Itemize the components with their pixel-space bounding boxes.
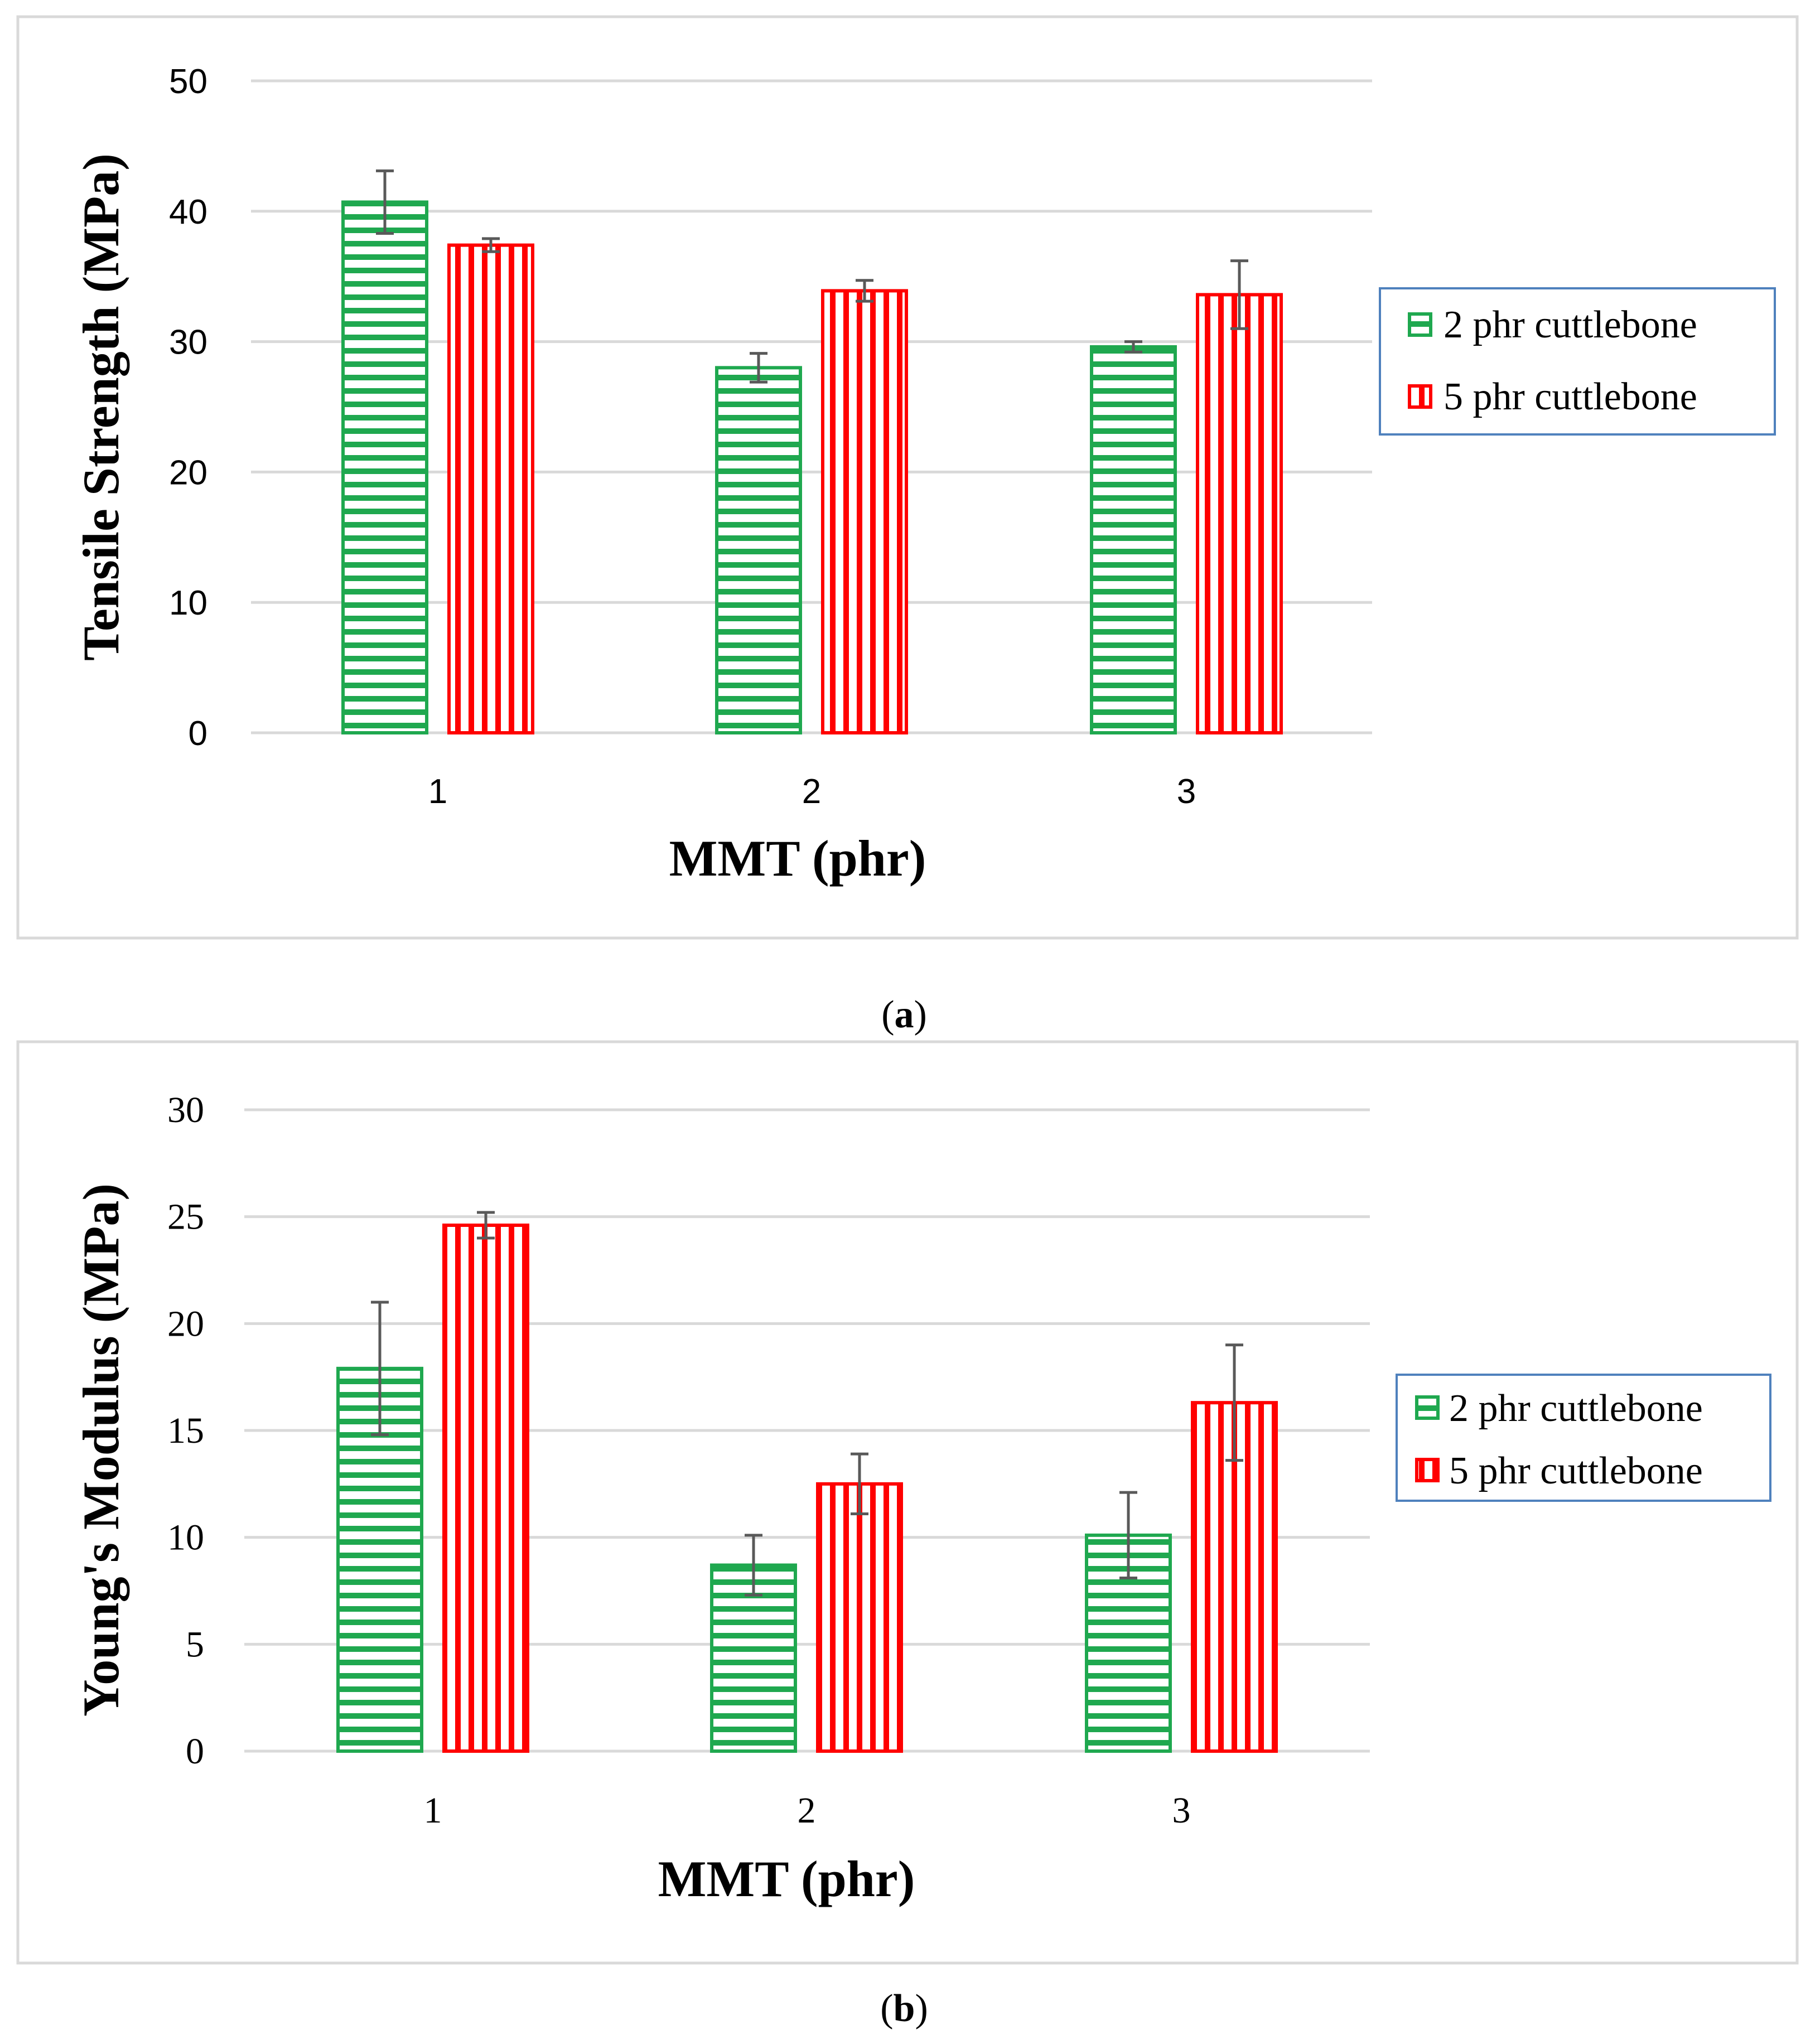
- chart-b-legend-label-5phr: 5 phr cuttlebone: [1449, 1449, 1703, 1492]
- chart-a-y-tick-label: 50: [169, 62, 207, 101]
- chart-a-error-bars: [376, 169, 1248, 384]
- chart-a-bar-2phr-mmt-3: [1090, 345, 1177, 734]
- chart-b-bar-5phr-mmt-2: [816, 1482, 903, 1753]
- chart-a-legend-box: [1379, 287, 1776, 436]
- chart-a-y-tick-label: 0: [189, 714, 207, 753]
- chart-a-legend: 2 phr cuttlebone 5 phr cuttlebone: [1379, 287, 1776, 436]
- chart-a-error-bar: [750, 352, 767, 384]
- chart-b-frame: [16, 1040, 1799, 1965]
- caption-a: (a): [881, 993, 927, 1036]
- chart-a-gridlines: [251, 79, 1372, 734]
- chart-a-bars: [341, 200, 1283, 734]
- chart-a-x-tick-label: 2: [802, 772, 821, 811]
- chart-b-y-tick-label: 5: [186, 1624, 204, 1665]
- chart-b-y-ticks: 0 5 10 15 20 25 30: [167, 1090, 204, 1772]
- chart-a-error-bar: [376, 169, 394, 235]
- chart-b-y-tick-label: 10: [167, 1517, 204, 1558]
- chart-b-error-bar: [477, 1211, 495, 1240]
- chart-b-bar-5phr-mmt-1: [442, 1224, 529, 1753]
- chart-b-legend-box: [1396, 1374, 1771, 1502]
- chart-a-y-tick-label: 20: [169, 453, 207, 492]
- chart-a-x-tick-label: 1: [428, 772, 447, 811]
- chart-a-error-bar: [1124, 340, 1142, 354]
- chart-b-x-ticks: 1 2 3: [424, 1790, 1191, 1831]
- chart-a-y-ticks: 0 10 20 30 40 50: [169, 62, 207, 753]
- chart-b-error-bar: [851, 1452, 868, 1515]
- chart-a-y-tick-label: 30: [169, 323, 207, 362]
- chart-b-y-tick-label: 20: [167, 1303, 204, 1344]
- chart-a-bar-2phr-mmt-2: [715, 366, 802, 734]
- chart-a-y-tick-label: 10: [169, 584, 207, 622]
- chart-a-bar-5phr-mmt-3: [1196, 293, 1283, 734]
- chart-b-x-axis-title: MMT (phr): [658, 1850, 915, 1907]
- chart-b-y-tick-label: 15: [167, 1410, 204, 1451]
- chart-a-y-tick-label: 40: [169, 193, 207, 231]
- chart-a-error-bar: [1230, 259, 1248, 330]
- chart-b-legend: 2 phr cuttlebone 5 phr cuttlebone: [1396, 1374, 1771, 1502]
- chart-b-x-tick-label: 3: [1172, 1790, 1191, 1831]
- chart-b-y-tick-label: 0: [186, 1731, 204, 1772]
- chart-b-x-tick-label: 1: [424, 1790, 442, 1831]
- chart-b-error-bar: [1225, 1343, 1243, 1462]
- chart-a-x-ticks: 1 2 3: [428, 772, 1196, 811]
- chart-b-error-bar: [1119, 1491, 1137, 1579]
- tensile-strength-chart: 0 10 20 30 40 50 1 2 3 MMT (phr) Tensile Streng…: [16, 15, 1799, 940]
- chart-b-y-tick-label: 25: [167, 1197, 204, 1238]
- chart-b-bar-5phr-mmt-3: [1191, 1401, 1278, 1753]
- chart-b-error-bars: [371, 1211, 1243, 1597]
- chart-b-gridlines: [244, 1108, 1370, 1753]
- chart-b-legend-label-2phr: 2 phr cuttlebone: [1449, 1387, 1703, 1430]
- chart-b-y-tick-label: 30: [167, 1090, 204, 1130]
- chart-a-error-bar: [482, 237, 500, 253]
- chart-a-bar-5phr-mmt-2: [821, 289, 908, 734]
- chart-a-legend-label-5phr: 5 phr cuttlebone: [1444, 375, 1697, 418]
- chart-b-x-tick-label: 2: [798, 1790, 816, 1831]
- caption-b: (b): [880, 1987, 928, 2030]
- chart-a-bar-2phr-mmt-1: [341, 200, 428, 734]
- chart-b-legend-swatch-5phr: [1415, 1458, 1440, 1482]
- chart-b-y-axis-title: Young's Modulus (MPa): [73, 1183, 129, 1717]
- chart-b-error-bar: [371, 1301, 389, 1437]
- chart-a-legend-label-2phr: 2 phr cuttlebone: [1444, 303, 1697, 346]
- youngs-modulus-chart: 0 5 10 15 20 25 30 1 2 3 MMT (phr) Young's Modul…: [16, 1040, 1799, 1965]
- chart-a-bar-5phr-mmt-1: [447, 243, 534, 734]
- chart-a-legend-swatch-2phr: [1408, 312, 1432, 337]
- chart-a-error-bar: [856, 279, 873, 303]
- chart-b-error-bar: [745, 1534, 762, 1597]
- chart-a-legend-swatch-5phr: [1408, 384, 1432, 409]
- chart-a-x-tick-label: 3: [1177, 772, 1196, 811]
- chart-a-y-axis-title: Tensile Strength (MPa): [73, 153, 129, 661]
- chart-b-legend-swatch-2phr: [1415, 1395, 1440, 1420]
- chart-a-x-axis-title: MMT (phr): [669, 830, 926, 887]
